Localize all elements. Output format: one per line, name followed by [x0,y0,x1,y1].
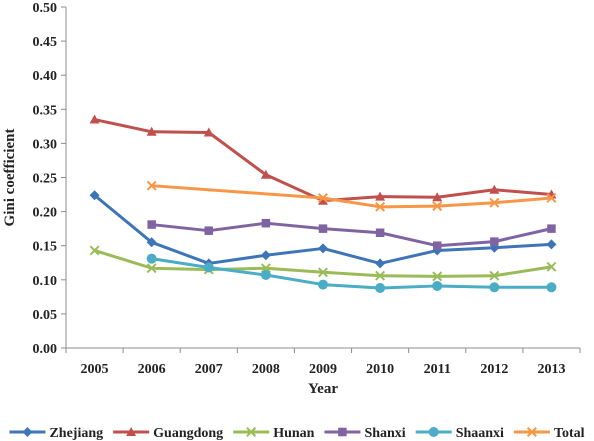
data-point-hunan [318,267,328,278]
data-point-guangdong [260,169,271,179]
legend-swatch-marker [22,427,33,437]
data-point-zhejiang [146,237,157,248]
legend-item-shaanxi: Shaanxi [415,426,504,441]
y-tick-label: 0.25 [33,172,58,187]
legend-label: Total [554,426,585,441]
legend-swatch-marker [246,427,257,437]
series-total [146,180,557,212]
data-point-guangdong [432,192,443,202]
legend-item-zhejiang: Zhejiang [9,426,103,441]
legend-item-total: Total [513,426,585,441]
y-tick-label: 0.10 [33,274,58,289]
x-tick-label: 2013 [537,362,565,377]
series-line-total [151,184,552,209]
data-point-shaanxi [146,253,157,264]
data-point-shanxi [490,237,499,246]
data-point-shaanxi [318,279,328,290]
y-tick-label: 0.30 [33,137,58,152]
y-axis-ticks: 0.00 0.05 0.10 0.15 0.20 0.25 0.30 0.35 0.40 0.45… [33,1,66,357]
data-point-total [375,201,386,212]
legend-item-guangdong: Guangdong [113,426,223,441]
data-point-shanxi [318,224,328,233]
series-layer [89,114,557,293]
x-axis-title: Year [308,381,338,397]
x-tick-label: 2011 [424,362,451,377]
data-point-zhejiang [89,190,100,201]
data-point-guangdong [89,114,100,124]
legend-label: Zhejiang [49,426,103,441]
y-tick-label: 0.35 [33,103,58,118]
series-line-shaanxi [151,257,552,290]
y-tick-label: 0.05 [33,308,58,323]
y-tick-label: 0.20 [33,206,58,221]
data-point-hunan [375,270,386,281]
data-point-guangdong [146,126,157,136]
x-tick-label: 2009 [309,362,337,377]
y-tick-label: 0.15 [33,240,58,255]
data-point-hunan [489,270,500,281]
data-point-shaanxi [546,282,557,293]
legend-item-shanxi: Shanxi [324,426,406,441]
data-point-total [146,180,157,191]
data-point-shaanxi [203,262,214,273]
series-guangdong [89,114,557,205]
y-tick-label: 0.45 [33,35,58,50]
data-point-shaanxi [489,282,500,293]
x-tick-label: 2012 [480,362,508,377]
data-point-total [318,193,328,203]
data-point-guangdong [318,195,328,205]
legend: Zhejiang Guangdong Hunan Shanxi Shaanxi Total [9,426,585,441]
x-tick-label: 2005 [81,362,109,377]
y-tick-label: 0.00 [33,342,58,357]
data-point-guangdong [203,127,214,137]
data-point-hunan [146,263,157,274]
y-axis-title: Gini coefficient [2,129,18,227]
data-point-hunan [546,261,557,272]
x-tick-label: 2007 [195,362,223,377]
legend-swatch-marker [526,427,537,437]
y-tick-label: 0.40 [33,69,58,84]
x-tick-label: 2006 [138,362,166,377]
legend-label: Hunan [273,426,314,441]
y-tick-label: 0.50 [33,1,58,16]
data-point-shanxi [204,226,214,235]
data-point-shanxi [375,228,385,237]
data-point-zhejiang [260,250,271,261]
series-line-guangdong [94,118,552,203]
data-point-total [489,197,500,208]
data-point-zhejiang [375,258,386,269]
series-shaanxi [146,253,557,293]
data-point-guangdong [489,184,500,194]
legend-label: Shanxi [364,426,405,441]
data-point-hunan [89,245,100,256]
data-point-shanxi [547,224,556,233]
data-point-total [432,201,443,212]
data-point-shanxi [432,241,442,250]
data-point-total [546,193,557,203]
x-tick-label: 2008 [252,362,280,377]
data-point-zhejiang [546,239,557,250]
legend-item-hunan: Hunan [233,426,315,441]
data-point-shanxi [261,218,271,228]
legend-label: Guangdong [153,426,223,441]
data-point-hunan [432,271,443,282]
series-line-shanxi [151,221,552,248]
data-point-shaanxi [375,282,386,293]
data-point-guangdong [375,191,386,201]
legend-swatch-marker [338,427,347,437]
data-point-shaanxi [432,280,443,291]
legend-label: Shaanxi [456,426,504,441]
x-axis-ticks: 2005 2006 2007 2008 2009 2010 2011 2012 2013 [65,348,581,377]
legend-swatch-marker [126,427,137,436]
data-point-shanxi [147,220,156,229]
data-point-shaanxi [260,270,271,281]
series-shanxi [147,218,556,250]
x-tick-label: 2010 [366,362,394,377]
data-point-zhejiang [318,243,328,254]
legend-swatch-marker [428,427,439,437]
